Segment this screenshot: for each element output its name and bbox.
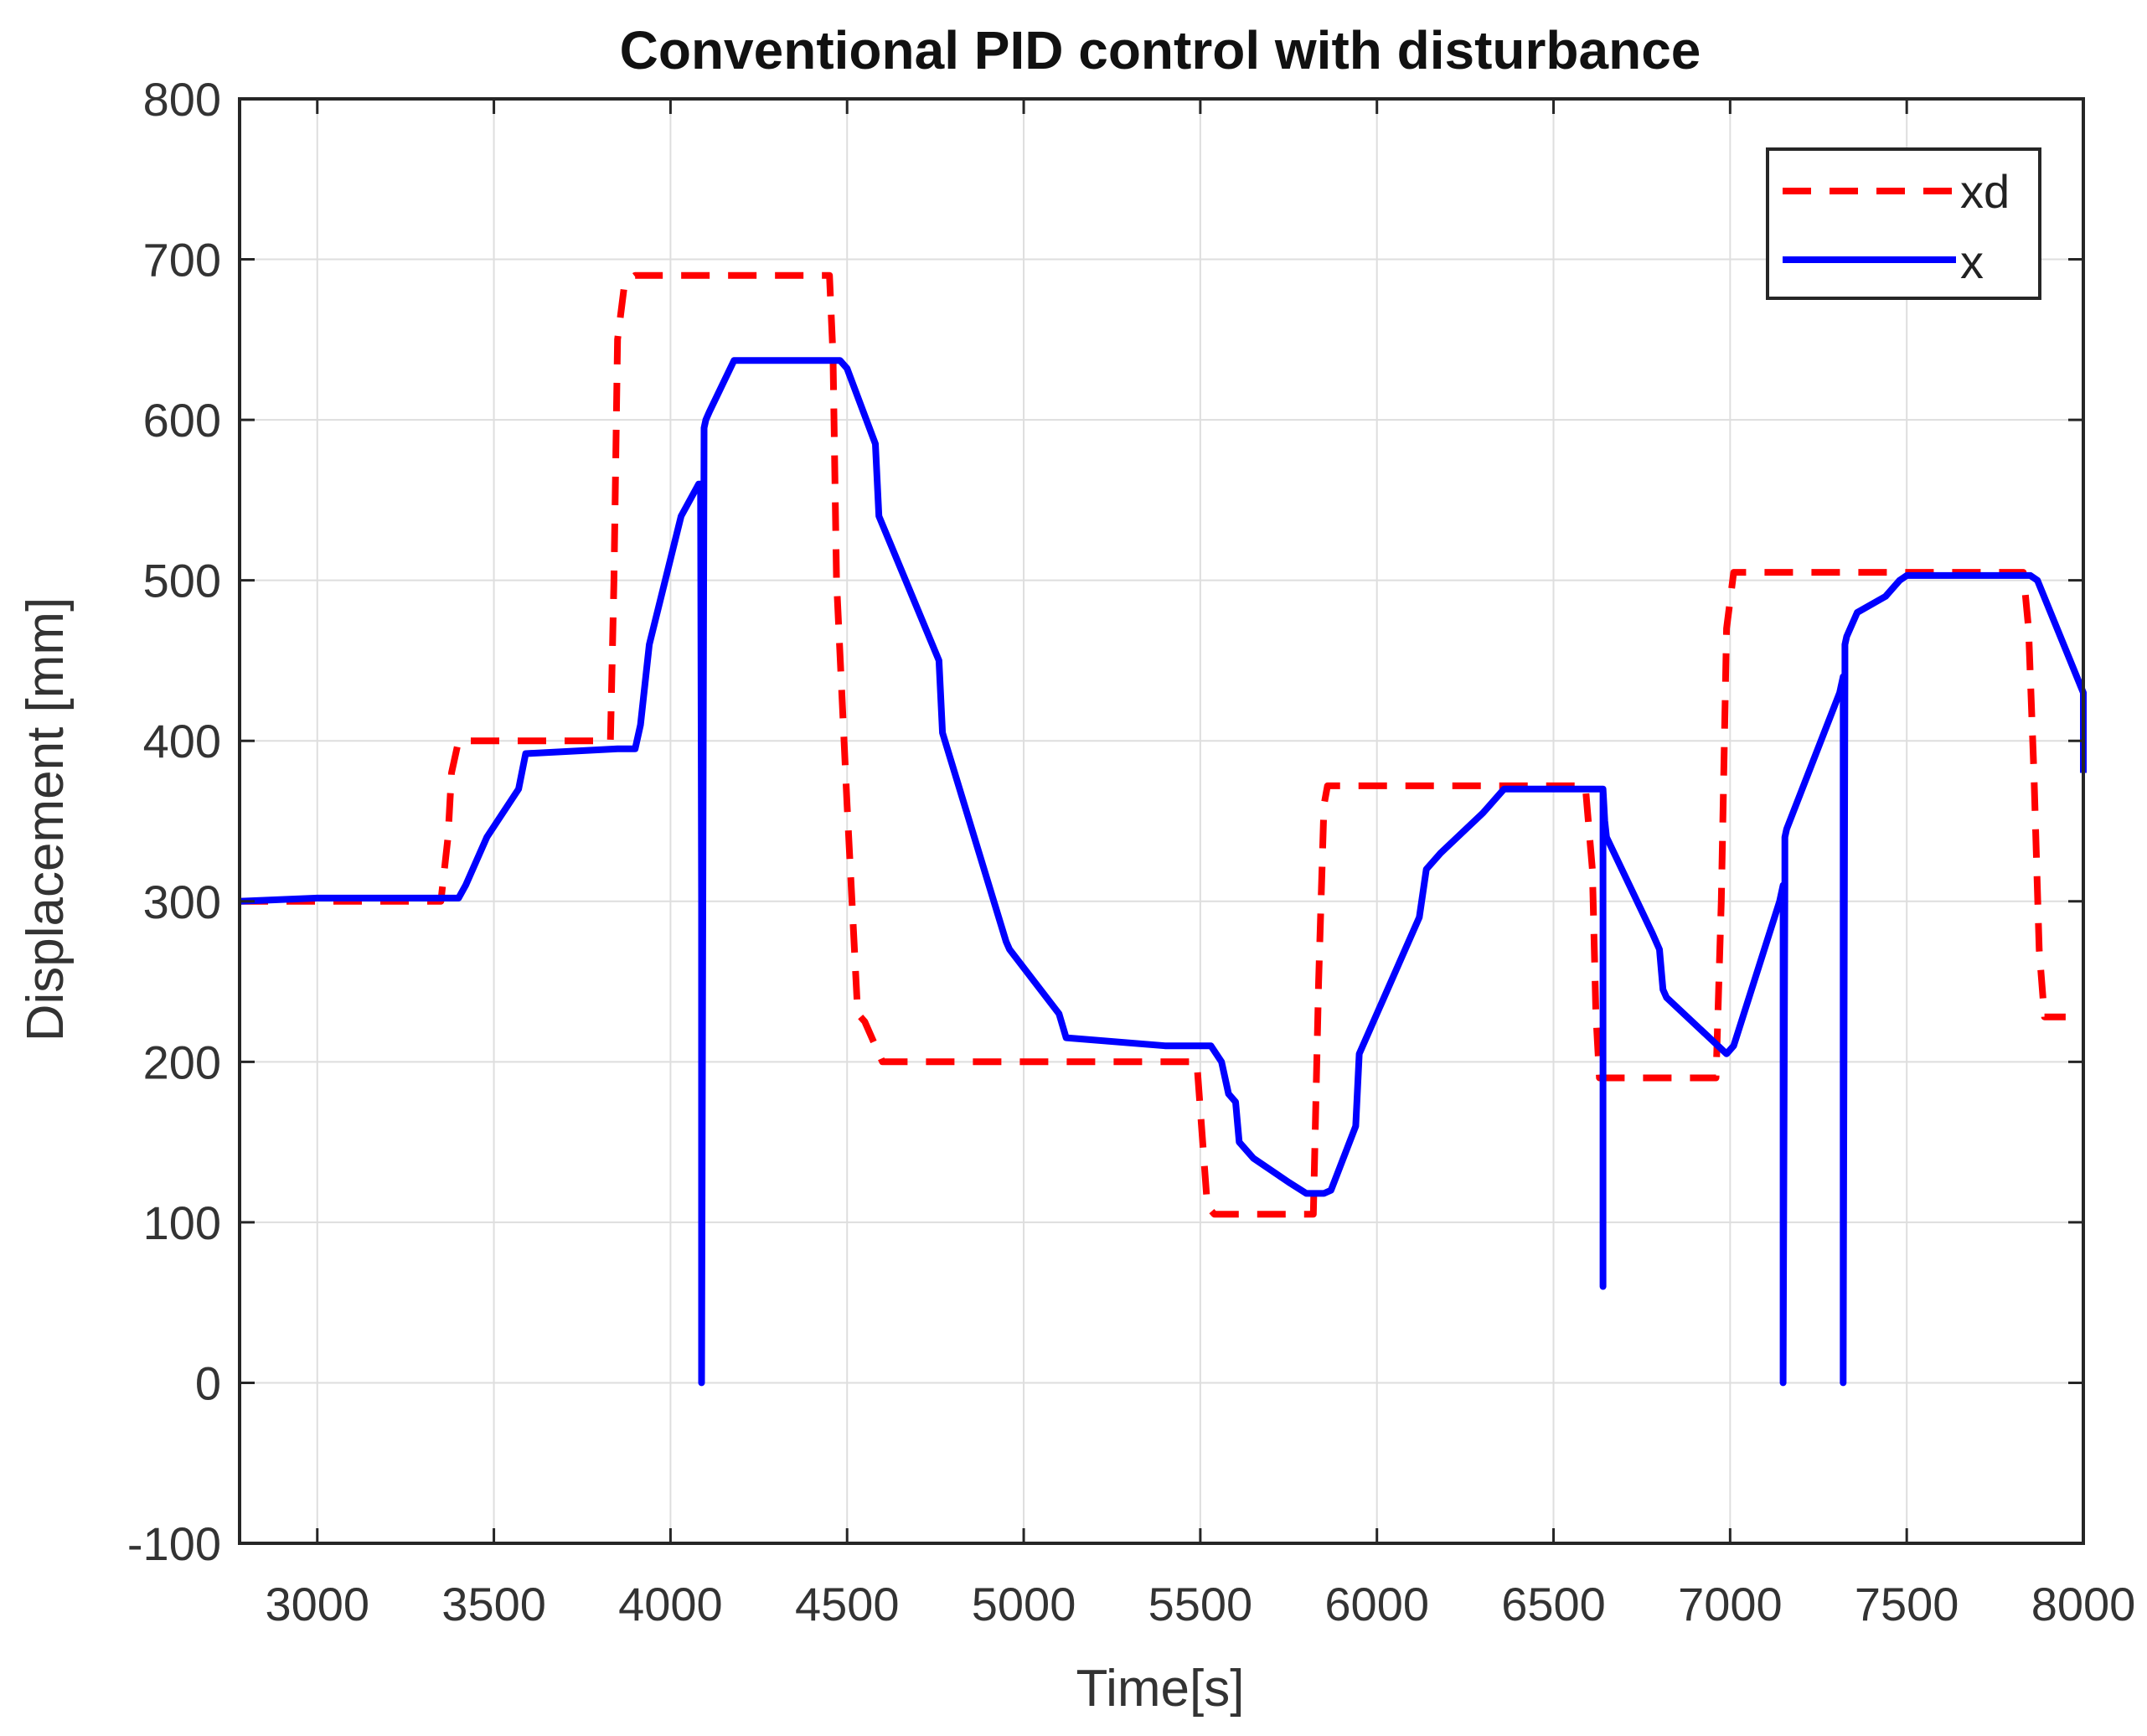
- legend-label-xd: xd: [1960, 165, 2010, 218]
- series-line-x: [239, 357, 2087, 1387]
- x-axis-label: Time[s]: [1076, 1660, 1245, 1718]
- grid: [240, 98, 2084, 1544]
- x-tick-label: 4500: [795, 1578, 900, 1630]
- y-tick-label: 600: [143, 394, 221, 447]
- legend: xd x: [1766, 147, 2041, 300]
- x-tick-label: 6000: [1324, 1578, 1429, 1630]
- legend-label-x: x: [1960, 235, 1984, 288]
- y-tick-label: 0: [195, 1356, 221, 1409]
- x-tick-labels: 3000 3500 4000 4500 5000 5500 6000 6500 7000 7500…: [265, 1578, 2135, 1630]
- y-tick-label: 500: [143, 555, 221, 607]
- series-line-xd: [240, 271, 2066, 1218]
- x-tick-label: 8000: [2031, 1578, 2136, 1630]
- plot-area-frame: [238, 97, 2085, 1545]
- x-tick-label: 3500: [441, 1578, 546, 1630]
- x-tick-label: 5000: [972, 1578, 1076, 1630]
- x-tick-label: 7500: [1855, 1578, 1959, 1630]
- y-tick-label: 200: [143, 1036, 221, 1088]
- y-tick-label: 300: [143, 876, 221, 928]
- y-tick-label: 800: [143, 73, 221, 126]
- x-tick-label: 3000: [265, 1578, 369, 1630]
- legend-box: [1766, 147, 2041, 300]
- y-tick-label: 400: [143, 715, 221, 767]
- x-tick-label: 7000: [1678, 1578, 1783, 1630]
- x-tick-label: 6500: [1501, 1578, 1606, 1630]
- x-tick-label: 5500: [1148, 1578, 1253, 1630]
- ticks: [240, 97, 2085, 1545]
- series-layer: [239, 271, 2087, 1387]
- y-axis-label: Displacement [mm]: [17, 597, 75, 1042]
- x-tick-label: 4000: [618, 1578, 723, 1630]
- y-tick-labels: 800 700 600 500 400 300 200 100 0 -100: [127, 73, 221, 1570]
- chart-title: Conventional PID control with disturbanc…: [620, 20, 1701, 80]
- y-tick-label: 100: [143, 1196, 221, 1249]
- y-tick-label: 700: [143, 234, 221, 287]
- y-tick-label: -100: [127, 1517, 221, 1570]
